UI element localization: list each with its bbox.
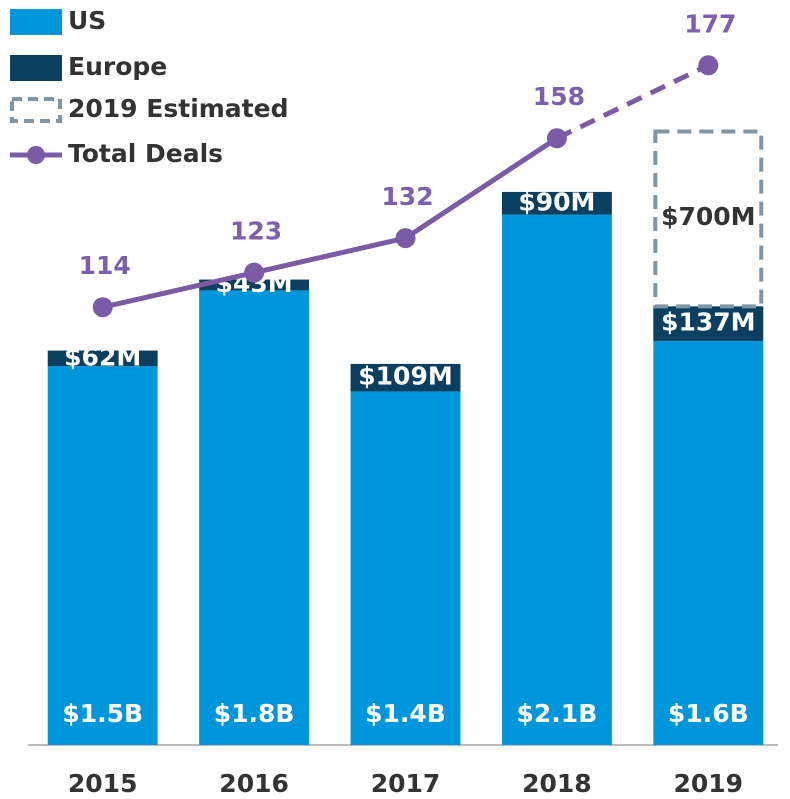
x-tick-label: 2018 [522,769,592,798]
legend-label: Total Deals [68,139,223,168]
bar [199,290,310,745]
value-label: $1.8B [214,699,295,728]
value-label: $137M [661,308,755,337]
bar [501,214,612,745]
legend-swatch [10,9,62,35]
line-point [546,128,567,149]
bar [199,279,310,291]
legend-swatch-dot [27,146,45,164]
value-label: $2.1B [517,699,598,728]
value-label: $700M [661,202,755,231]
value-label: $62M [64,342,141,371]
line-point [244,262,265,283]
value-label: $1.5B [62,699,143,728]
value-label: $109M [358,362,452,391]
x-tick-label: 2017 [371,769,441,798]
value-label: $1.6B [668,699,749,728]
bar [653,306,764,341]
line-label: 177 [684,9,736,38]
line-label: 158 [533,82,585,111]
line-point [395,228,416,249]
bar [47,366,158,745]
x-tick-label: 2015 [68,769,138,798]
legend-swatch [10,55,62,81]
bar [653,340,764,745]
value-label: $90M [518,187,595,216]
x-tick-label: 2019 [674,769,744,798]
bar [47,350,158,367]
legend-label: US [68,6,106,35]
line-label: 132 [381,182,433,211]
line-point [92,297,113,318]
x-tick-label: 2016 [219,769,289,798]
legend-label: 2019 Estimated [68,94,288,123]
legend-swatch [10,97,62,123]
line-label: 123 [230,217,282,246]
line-label: 114 [79,251,131,280]
line [102,136,559,310]
bar [350,363,461,392]
line-point [698,55,719,76]
line-estimated [555,63,710,141]
bar [350,391,461,745]
value-label: $1.4B [365,699,446,728]
bar [501,191,612,215]
estimated-bar [653,129,764,309]
legend-label: Europe [68,52,167,81]
